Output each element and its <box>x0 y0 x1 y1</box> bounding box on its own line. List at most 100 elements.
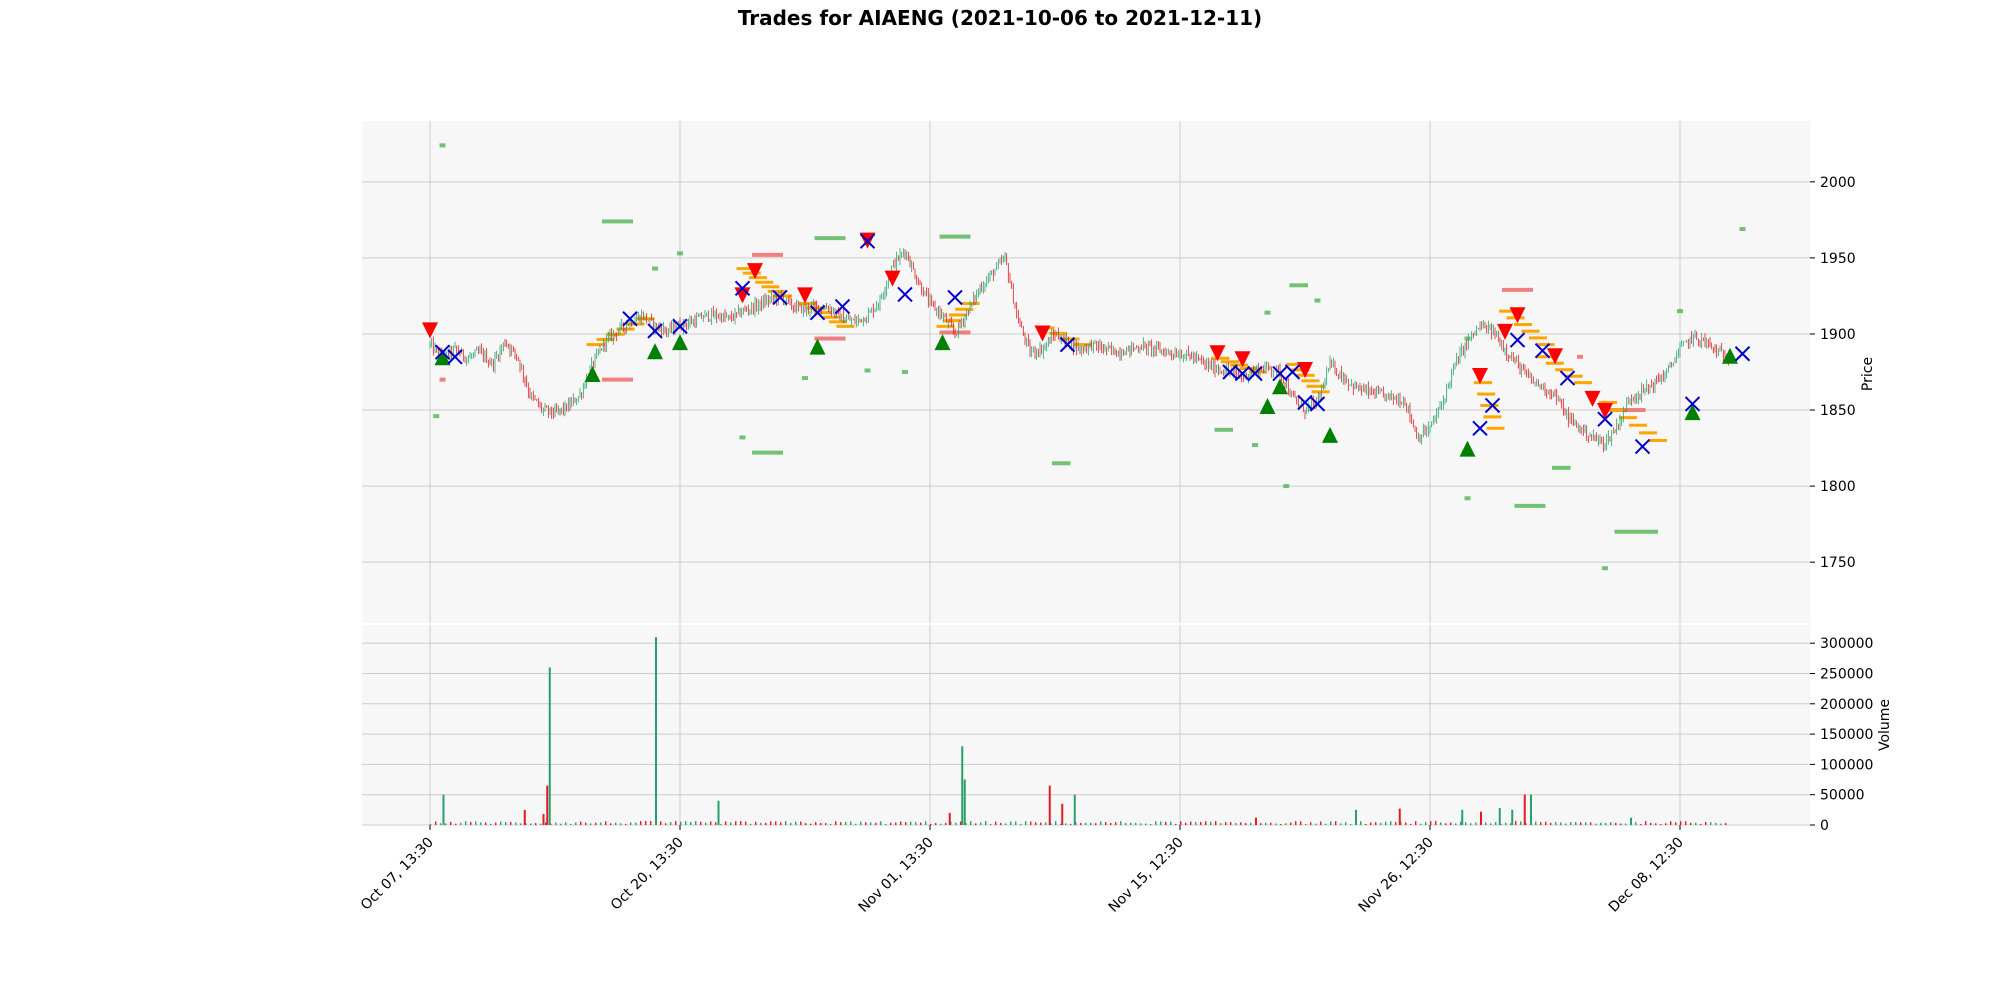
price-tick-label: 1800 <box>1820 479 1856 495</box>
volume-bar <box>1005 823 1007 825</box>
volume-bar <box>705 822 707 825</box>
volume-bar <box>1540 822 1542 825</box>
volume-bar <box>1350 824 1352 825</box>
volume-bar <box>970 821 972 825</box>
exit-marker <box>1234 365 1251 382</box>
order-level <box>1477 392 1496 396</box>
volume-bar <box>650 821 652 825</box>
volume-bar <box>680 821 682 825</box>
volume-bar <box>985 821 987 825</box>
volume-bar <box>700 821 702 825</box>
volume-spike <box>548 667 551 825</box>
volume-bar <box>1115 822 1117 825</box>
buy-level <box>1614 529 1658 534</box>
order-level <box>936 324 955 328</box>
volume-bar <box>710 821 712 825</box>
volume-bar <box>635 822 637 825</box>
volume-bar <box>1615 822 1617 825</box>
order-level <box>836 324 855 328</box>
volume-bar <box>1460 821 1462 825</box>
volume-bar <box>585 822 587 825</box>
volume-bar <box>1495 822 1497 825</box>
volume-bar <box>1130 822 1132 825</box>
volume-bar <box>1020 823 1022 825</box>
x-tick-label: Nov 26, 12:30 <box>1356 835 1437 916</box>
volume-spike <box>1255 817 1257 825</box>
sell-marker <box>1547 348 1563 365</box>
volume-bar <box>545 822 547 825</box>
volume-bar <box>1645 821 1647 825</box>
buy-marker <box>1722 347 1738 364</box>
volume-bar <box>815 822 817 825</box>
volume-bar <box>1045 822 1047 825</box>
sell-level <box>814 336 846 341</box>
volume-bar <box>1215 821 1217 825</box>
volume-bar <box>580 821 582 825</box>
buy-marker <box>434 349 451 366</box>
order-level <box>1599 400 1617 404</box>
volume-spike <box>1355 809 1357 825</box>
exit-marker <box>1472 420 1488 436</box>
volume-bar <box>855 823 857 825</box>
volume-bar <box>1280 824 1282 825</box>
volume-bar <box>565 822 567 825</box>
buy-level <box>602 219 633 224</box>
chart-title: Trades for AIAENG (2021-10-06 to 2021-12… <box>738 6 1262 30</box>
order-level <box>1574 381 1592 385</box>
volume-bar <box>1440 822 1442 825</box>
volume-spike <box>523 809 526 825</box>
volume-bar <box>1225 821 1227 825</box>
volume-bar <box>1690 822 1692 825</box>
volume-bar <box>1150 823 1152 825</box>
volume-bar <box>675 821 677 825</box>
volume-bar <box>540 823 542 825</box>
volume-bar <box>1420 823 1422 825</box>
volume-bar <box>1470 823 1472 825</box>
order-level <box>1649 438 1667 442</box>
order-level <box>1514 323 1532 327</box>
buy-marker <box>647 343 663 360</box>
order-level <box>1629 423 1647 427</box>
volume-bar <box>1675 822 1677 825</box>
volume-bar <box>885 823 887 825</box>
volume-bar <box>1430 821 1432 825</box>
volume-bar <box>905 822 907 825</box>
sell-marker <box>1234 351 1251 368</box>
buy-level <box>1289 283 1308 288</box>
grid-lines <box>362 121 1810 826</box>
volume-bar <box>1725 823 1727 825</box>
exit-marker <box>1222 364 1238 380</box>
volume-bar <box>575 822 577 825</box>
buy-level <box>1739 227 1746 232</box>
order-level <box>1529 336 1547 340</box>
order-level <box>1609 408 1627 412</box>
order-level <box>1486 426 1505 430</box>
volume-bar <box>1240 822 1242 825</box>
volume-bar <box>435 821 437 825</box>
volume-bar <box>790 822 792 825</box>
volume-bar <box>1390 821 1392 825</box>
volume-bar <box>590 823 592 825</box>
exit-marker <box>1284 364 1301 380</box>
volume-bar <box>1155 821 1157 825</box>
sell-marker <box>1584 390 1601 407</box>
volume-bar <box>1035 822 1037 825</box>
volume-bar <box>1415 821 1417 825</box>
buy-level <box>652 266 658 271</box>
volume-tick-label: 100000 <box>1820 757 1873 773</box>
volume-bar <box>445 823 447 825</box>
volume-bar <box>1325 823 1327 825</box>
volume-bar <box>1140 823 1142 825</box>
volume-bar <box>1555 822 1557 825</box>
volume-bar <box>1360 821 1362 825</box>
buy-marker <box>809 338 826 355</box>
volume-bar <box>615 822 617 825</box>
order-level <box>761 285 780 289</box>
volume-bar <box>485 822 487 825</box>
volume-bar <box>1490 823 1492 825</box>
volume-bar <box>1535 821 1537 825</box>
order-level <box>961 302 980 306</box>
volume-bar <box>1375 822 1377 825</box>
volume-spike <box>961 746 964 825</box>
order-level <box>1480 403 1499 407</box>
